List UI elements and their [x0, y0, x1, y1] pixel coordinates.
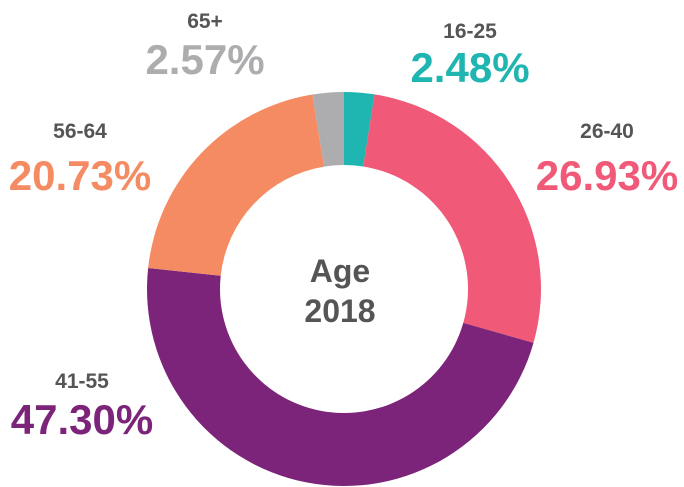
chart-title: Age [310, 253, 370, 289]
category-label: 56-64 [53, 120, 107, 143]
value-label: 2.57% [145, 36, 264, 83]
value-label: 20.73% [9, 152, 151, 199]
category-label: 65+ [187, 10, 223, 33]
donut-slice [363, 94, 541, 343]
donut-slice [344, 92, 375, 167]
value-label: 47.30% [11, 396, 153, 443]
donut-slice [147, 267, 534, 486]
value-label: 2.48% [410, 44, 529, 91]
category-label: 16-25 [443, 20, 497, 43]
chart-subtitle: 2018 [304, 293, 375, 329]
value-label: 26.93% [536, 152, 678, 199]
donut-slice [148, 94, 325, 276]
category-label: 41-55 [55, 370, 109, 393]
donut-slice [312, 92, 344, 167]
category-label: 26-40 [580, 120, 634, 143]
